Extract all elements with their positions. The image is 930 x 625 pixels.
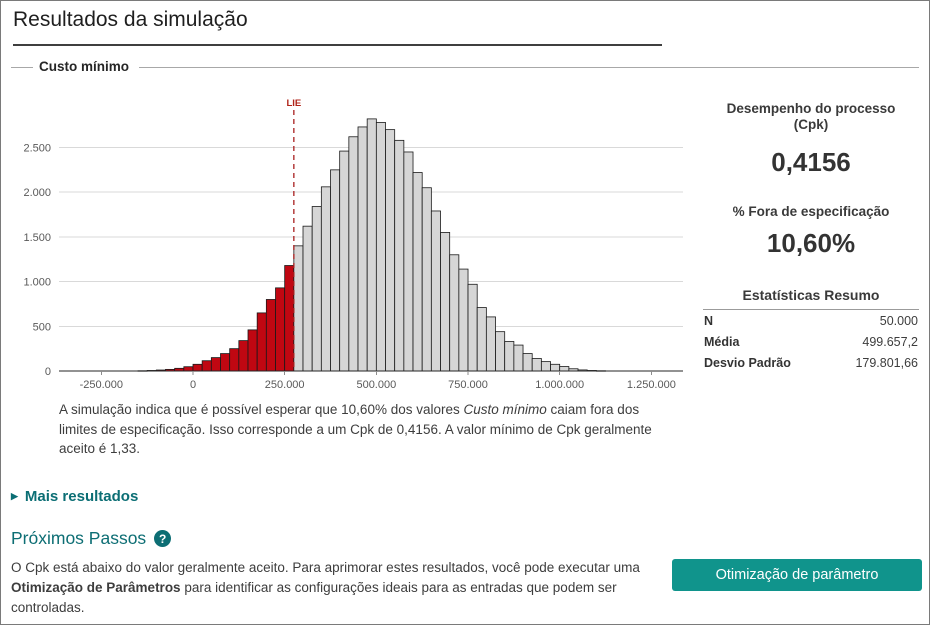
group-border-left (11, 67, 33, 68)
histogram-bar (550, 363, 561, 372)
x-tick-label: 250.000 (265, 379, 305, 391)
cpk-heading: Desempenho do processo (Cpk) (726, 101, 896, 132)
histogram-bar (485, 316, 496, 372)
table-row: Desvio Padrão 179.801,66 (703, 352, 919, 373)
histogram-bar (311, 206, 322, 372)
stat-label-mean: Média (704, 335, 740, 349)
histogram-bar (504, 341, 515, 372)
next-steps-heading-row: Próximos Passos ? (11, 528, 172, 549)
x-tick-label: 1.250.000 (627, 379, 676, 391)
more-results-label: Mais resultados (24, 488, 139, 505)
histogram-bar (394, 139, 405, 372)
histogram-bar (513, 344, 524, 372)
histogram-bar (247, 329, 258, 372)
histogram-bar (467, 283, 478, 372)
histogram-bar (256, 312, 267, 372)
x-tick-label: 750.000 (448, 379, 488, 391)
table-row: N 50.000 (703, 310, 919, 331)
y-tick-label: 1.000 (23, 277, 51, 289)
stat-label-n: N (704, 314, 714, 328)
histogram-bar (265, 299, 276, 372)
histogram-bar (220, 353, 231, 372)
summary-statistics-heading: Estatísticas Resumo (742, 287, 880, 303)
process-performance-panel: Desempenho do processo (Cpk) 0,4156 % Fo… (703, 101, 919, 373)
histogram-bar (320, 186, 331, 372)
cpk-value: 0,4156 (771, 147, 851, 177)
histogram-bar (192, 363, 203, 372)
y-tick-label: 0 (45, 366, 51, 378)
group-border-right (139, 67, 919, 68)
histogram-bar (440, 232, 451, 372)
y-tick-label: 2.000 (23, 187, 51, 199)
histogram-bar (201, 360, 212, 372)
histogram-bar (302, 225, 313, 372)
y-tick-label: 500 (33, 321, 51, 333)
next-steps-title: Próximos Passos (11, 528, 147, 548)
table-row: Média 499.657,2 (703, 331, 919, 352)
out-of-spec-heading: % Fora de especificação (732, 204, 890, 219)
histogram-bar (540, 361, 551, 372)
summary-text-variable: Custo mínimo (463, 402, 547, 417)
summary-divider (703, 309, 919, 310)
histogram-bar (229, 348, 240, 372)
stat-value-n: 50.000 (879, 314, 918, 328)
next-steps-text: O Cpk está abaixo do valor geralmente ac… (11, 558, 671, 618)
histogram-bar (385, 129, 396, 372)
histogram-bar (330, 169, 341, 372)
parameter-optimization-button[interactable]: Otimização de parâmetro (672, 559, 922, 591)
histogram-bar (421, 187, 432, 372)
histogram-bar (348, 136, 359, 372)
x-tick-label: 1.000.000 (535, 379, 584, 391)
next-steps-bold: Otimização de Parâmetros (11, 580, 181, 595)
next-steps-part1: O Cpk está abaixo do valor geralmente ac… (11, 560, 640, 575)
x-tick-label: 0 (190, 379, 196, 391)
histogram-bar (210, 357, 221, 372)
spec-limit-label: LIE (286, 98, 301, 109)
histogram-bar (366, 118, 377, 372)
more-results-expander[interactable]: ▶ Mais resultados (11, 488, 138, 505)
y-tick-label: 1.500 (23, 232, 51, 244)
histogram-bar (375, 122, 386, 372)
histogram-bar (476, 307, 487, 372)
histogram-bar (339, 150, 350, 372)
summary-text-part2: caiam fora dos limites de especificação.… (59, 402, 652, 456)
histogram-bar (531, 358, 542, 372)
simulation-summary-text: A simulação indica que é possível espera… (59, 400, 671, 459)
page-title: Resultados da simulação (13, 8, 248, 31)
histogram-bar (458, 268, 469, 372)
histogram-bar (449, 254, 460, 372)
histogram-bar (238, 340, 249, 372)
stat-value-mean: 499.657,2 (862, 335, 918, 349)
histogram-bar (357, 126, 368, 372)
help-icon[interactable]: ? (154, 530, 172, 547)
histogram-bar (430, 210, 441, 372)
histogram-bar (403, 151, 414, 372)
summary-text-part1: A simulação indica que é possível espera… (59, 402, 464, 417)
stat-value-stdev: 179.801,66 (855, 356, 918, 370)
stat-label-stdev: Desvio Padrão (704, 356, 791, 370)
histogram-bar (495, 331, 506, 372)
out-of-spec-value: 10,60% (766, 228, 856, 258)
next-steps-part2: para identificar as configurações ideais… (11, 580, 617, 615)
chevron-right-icon: ▶ (11, 491, 18, 501)
histogram-bar (284, 265, 295, 372)
histogram-bar (293, 245, 304, 372)
histogram-bar (275, 287, 286, 372)
group-legend: Custo mínimo (39, 59, 129, 74)
title-underline (13, 44, 662, 46)
histogram-bar (522, 353, 533, 372)
x-tick-label: 500.000 (356, 379, 396, 391)
histogram-bar (412, 172, 423, 372)
histogram-chart: LIE -250.000 0 250.000 500.000 750.000 1.000.0… (23, 98, 683, 391)
y-tick-label: 2.500 (23, 143, 51, 155)
x-tick-label: -250.000 (80, 379, 123, 391)
